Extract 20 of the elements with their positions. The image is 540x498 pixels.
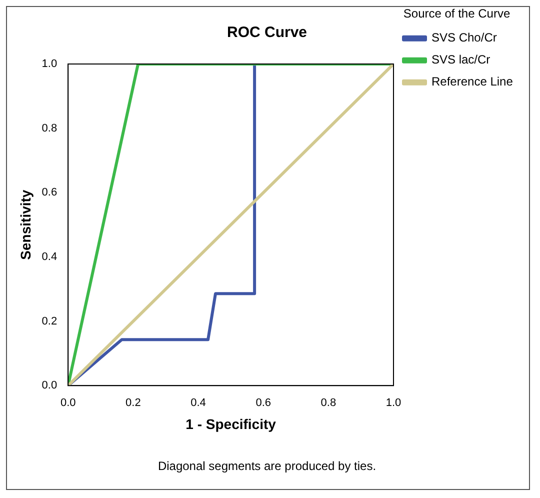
x-tick-label: 0.2 [126, 397, 141, 410]
y-tick-label: 1.0 [42, 58, 58, 70]
x-tick-label: 1.0 [386, 397, 402, 410]
y-tick-label: 0.6 [42, 186, 58, 199]
y-tick-label: 0.8 [42, 122, 58, 134]
legend-label: SVS lac/Cr [432, 52, 490, 67]
y-tick-label: 0.4 [42, 250, 58, 263]
legend-title: Source of the Curve [403, 6, 510, 20]
x-tick-label: 0.4 [190, 397, 206, 410]
x-axis-title: 1 - Specificity [186, 416, 276, 432]
text: Diagonal segments are produced by ties. [158, 459, 376, 474]
legend-label: SVS Cho/Cr [432, 30, 497, 45]
chart-title: ROC Curve [226, 24, 308, 42]
x-tick-label: 0.0 [60, 397, 76, 410]
y-tick-label: 0.0 [42, 380, 58, 392]
x-tick-label: 0.6 [256, 397, 271, 410]
y-axis-title: Sensitivity [17, 190, 34, 260]
x-tick-label: 0.8 [320, 397, 336, 410]
y-tick-label: 0.2 [42, 315, 58, 328]
legend-label: Reference Line [432, 74, 514, 89]
